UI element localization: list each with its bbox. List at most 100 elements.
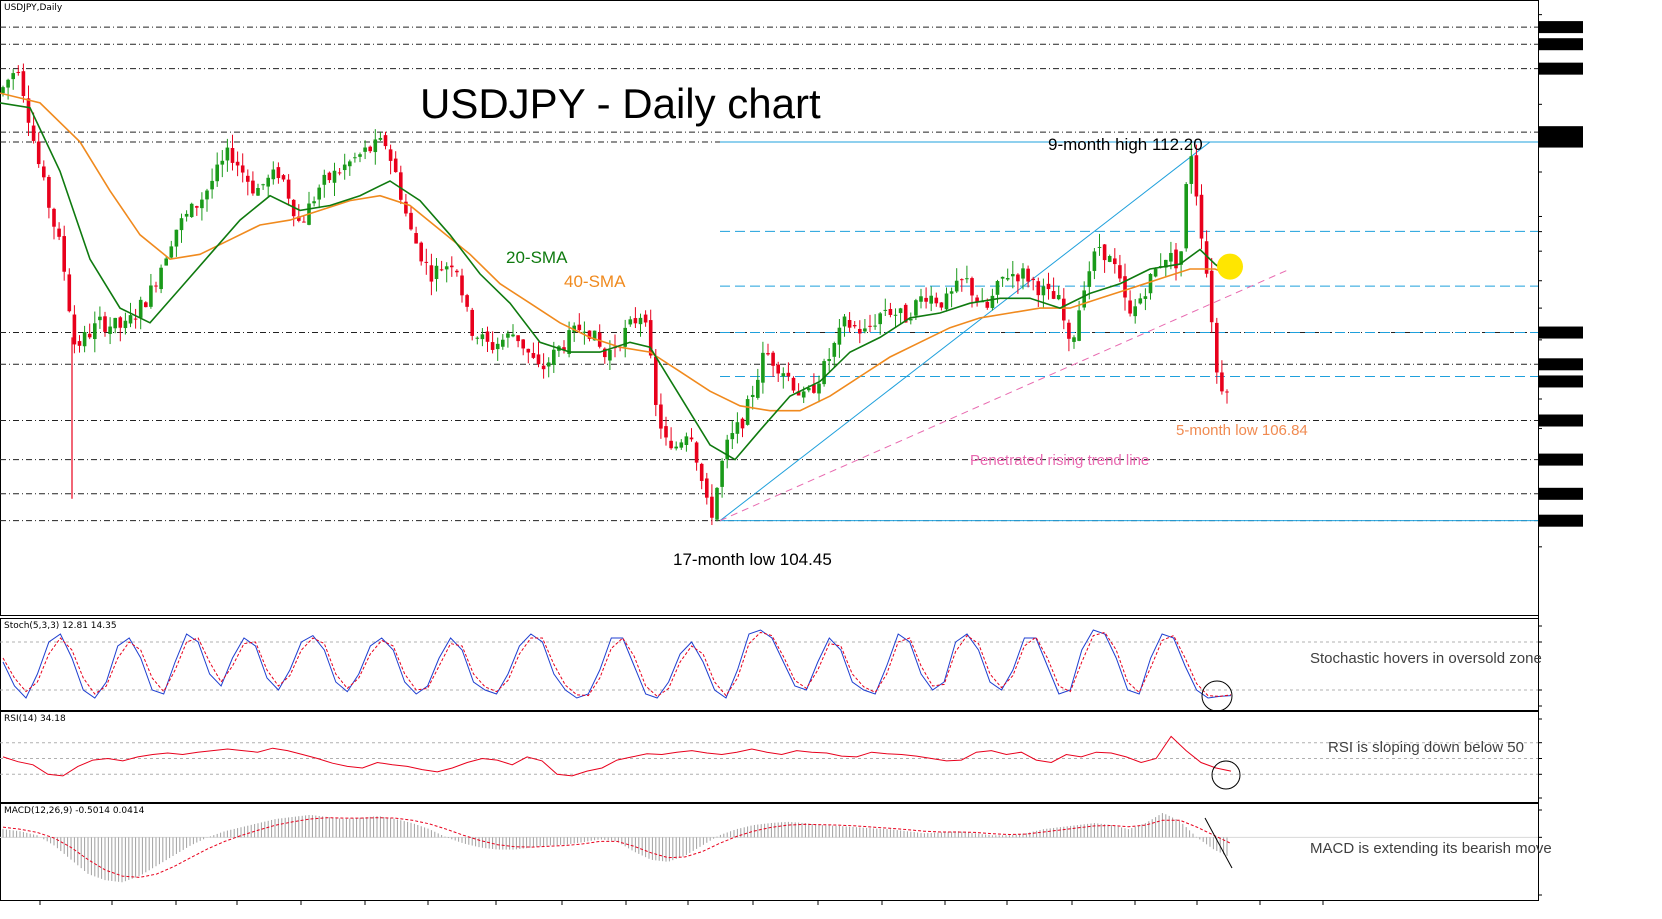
candle-body	[179, 218, 184, 231]
candle-body	[450, 265, 454, 268]
candle-body	[1169, 252, 1173, 262]
candle-body	[888, 309, 893, 315]
price-tag-box	[1539, 453, 1583, 466]
candle-body	[276, 167, 281, 179]
candle-body	[205, 190, 209, 200]
candle-body	[235, 161, 240, 166]
rsi-line	[2, 735, 1232, 777]
sma40-label: 40-SMA	[564, 272, 626, 291]
candle-body	[501, 339, 505, 347]
candle-body	[1077, 310, 1081, 341]
candle-body	[215, 164, 219, 182]
candle-body	[720, 460, 724, 487]
candle-body	[164, 258, 168, 266]
candle-body	[1113, 258, 1117, 265]
candle-body	[659, 404, 663, 429]
indicator-lines	[0, 629, 1538, 883]
candle-body	[970, 278, 974, 296]
candle-body	[531, 353, 536, 358]
stoch-note: Stochastic hovers in oversold zone	[1310, 650, 1542, 667]
candle-body	[271, 169, 276, 180]
candle-body	[210, 180, 214, 190]
candle-body	[786, 372, 791, 377]
candle-body	[154, 285, 158, 287]
candle-body	[251, 180, 255, 194]
candle-body	[67, 274, 72, 312]
candle-body	[322, 174, 327, 185]
sma20-line	[0, 102, 1229, 461]
candle-body	[582, 331, 587, 333]
candle-body	[1072, 337, 1076, 342]
candle-body	[348, 161, 352, 167]
low-annotation: 17-month low 104.45	[673, 550, 832, 569]
candle-body	[159, 267, 163, 290]
candle-body	[1189, 156, 1194, 184]
stoch-k-line	[2, 629, 1232, 699]
candle-body	[730, 433, 735, 440]
candle-body	[480, 334, 485, 340]
price-tag-box	[1539, 326, 1583, 339]
candle-body	[11, 73, 15, 80]
stoch-highlight-circle	[1201, 680, 1233, 712]
candle-body	[643, 314, 648, 323]
price-tag-box	[1539, 135, 1583, 148]
candle-body	[144, 302, 148, 308]
candle-body	[868, 325, 872, 327]
candle-body	[1102, 244, 1107, 261]
candle-body	[62, 236, 66, 272]
candle-body	[444, 266, 449, 270]
candle-body	[847, 320, 852, 328]
price-tag-box	[1539, 38, 1583, 51]
candle-body	[286, 179, 291, 199]
candle-body	[1046, 283, 1051, 290]
candle-body	[1021, 268, 1025, 279]
price-tag-box	[1539, 62, 1583, 75]
candle-body	[878, 313, 882, 325]
candle-body	[1031, 278, 1035, 281]
candle-body	[516, 335, 520, 342]
candle-body	[710, 496, 714, 518]
candle-body	[883, 309, 888, 311]
candle-body	[378, 137, 383, 140]
candle-body	[638, 317, 643, 325]
candle-body	[1184, 184, 1188, 249]
candle-body	[240, 165, 245, 173]
candle-body	[1133, 306, 1137, 317]
stoch-d-line	[2, 631, 1232, 698]
candle-body	[327, 172, 332, 181]
candle-body	[87, 333, 92, 338]
candle-body	[1148, 274, 1153, 294]
candle-body	[689, 437, 694, 440]
candle-body	[694, 442, 699, 463]
sma40-line	[0, 92, 1229, 412]
candle-body	[648, 320, 653, 356]
candle-body	[1062, 298, 1066, 321]
candle-body	[77, 341, 82, 346]
candle-body	[985, 301, 990, 308]
candle-body	[1056, 295, 1061, 300]
moving-averages	[0, 92, 1243, 461]
sma20-label: 20-SMA	[506, 248, 568, 267]
candle-body	[919, 296, 923, 302]
candle-body	[715, 487, 719, 520]
candle-body	[1082, 290, 1086, 308]
candle-body	[903, 304, 908, 323]
candle-body	[965, 278, 969, 280]
candle-body	[745, 399, 750, 425]
candle-body	[1, 87, 5, 94]
candle-body	[220, 160, 225, 165]
candle-body	[725, 439, 729, 460]
candle-body	[373, 139, 378, 153]
candle-body	[536, 354, 541, 365]
candle-body	[36, 141, 41, 165]
candle-body	[1153, 268, 1158, 277]
candle-body	[827, 358, 831, 362]
candle-body	[1107, 256, 1112, 262]
candle-body	[358, 154, 362, 157]
candle-body	[429, 265, 434, 282]
candle-body	[832, 343, 837, 357]
candle-body	[873, 325, 877, 327]
candle-body	[812, 384, 816, 393]
candle-body	[684, 436, 689, 445]
